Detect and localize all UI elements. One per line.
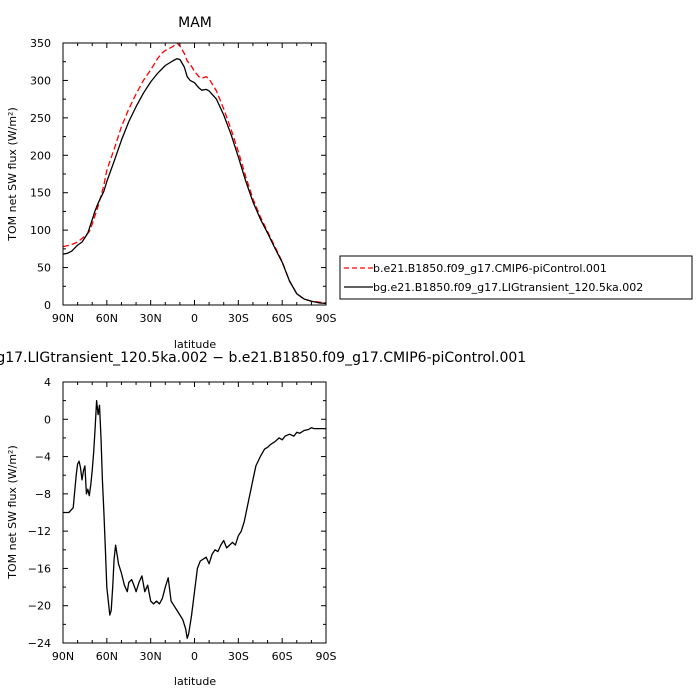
bottom-panel: bg.e21.B1850.f09_g17.LIGtransient_120.5k…: [0, 350, 526, 688]
top-panel-x-tick-label: 90N: [52, 312, 74, 325]
legend-label-picontrol: b.e21.B1850.f09_g17.CMIP6-piControl.001: [373, 262, 607, 275]
top-panel-x-tick-label: 90S: [316, 312, 337, 325]
top-panel-y-tick-label: 300: [30, 74, 51, 87]
top-panel-title: MAM: [178, 15, 212, 31]
top-panel-series: [62, 42, 327, 305]
bottom-panel-x-tick-label: 30N: [140, 650, 162, 663]
bottom-panel-y-axis-label: TOM net SW flux (W/m²): [6, 445, 19, 579]
bottom-panel-series-line-0: [63, 399, 326, 639]
bottom-panel-x-tick-label: 60S: [272, 650, 293, 663]
top-panel-y-tick-label: 250: [30, 112, 51, 125]
bottom-panel-x-tick-label: 0: [191, 650, 198, 663]
top-panel-y-tick-label: 50: [37, 262, 51, 275]
top-panel-y-tick-label: 200: [30, 149, 51, 162]
top-panel-y-tick-label: 350: [30, 37, 51, 50]
bottom-panel-title: bg.e21.B1850.f09_g17.LIGtransient_120.5k…: [0, 350, 526, 366]
top-panel-series-line-1: [62, 58, 327, 305]
bottom-panel-y-tick-label: 4: [44, 376, 51, 389]
legend-frame: [339, 255, 693, 300]
top-panel-x-tick-label: 30S: [228, 312, 249, 325]
top-panel-y-tick-label: 0: [44, 299, 51, 312]
bottom-panel-x-tick-label: 60N: [96, 650, 118, 663]
bottom-panel-x-tick-label: 90S: [316, 650, 337, 663]
bottom-panel-y-tick-label: −4: [35, 451, 51, 464]
bottom-panel-series: [63, 399, 326, 639]
bottom-panel-y-tick-label: −8: [35, 488, 51, 501]
top-panel-y-tick-label: 150: [30, 187, 51, 200]
top-panel: MAM 90N 60N 30N 0 30S 60S 90S 0 50 100 150 200 250 30…: [6, 15, 693, 351]
top-panel-x-tick-label: 60S: [272, 312, 293, 325]
bottom-panel-y-tick-label: −24: [28, 637, 51, 650]
top-panel-x-tick-label: 60N: [96, 312, 118, 325]
top-panel-y-tick-label: 100: [30, 224, 51, 237]
top-panel-x-tick-label: 30N: [140, 312, 162, 325]
bottom-panel-y-tick-label: −20: [28, 600, 51, 613]
legend: b.e21.B1850.f09_g17.CMIP6-piControl.001 …: [339, 255, 693, 300]
top-panel-ticks: 90N 60N 30N 0 30S 60S 90S 0 50 100 150 200 250 300 350: [30, 37, 337, 325]
legend-label-ligtransient: bg.e21.B1850.f09_g17.LIGtransient_120.5k…: [373, 281, 643, 294]
top-panel-y-axis-label: TOM net SW flux (W/m²): [6, 107, 19, 241]
bottom-panel-x-axis-label: latitude: [174, 675, 216, 688]
bottom-panel-x-tick-label: 90N: [52, 650, 74, 663]
top-panel-x-axis-label: latitude: [174, 338, 216, 351]
bottom-panel-x-tick-label: 30S: [228, 650, 249, 663]
bottom-panel-ticks: 90N 60N 30N 0 30S 60S 90S −24 −20 −16 −12 −8 −4 0 4: [28, 376, 337, 663]
top-panel-series-line-0: [62, 42, 327, 304]
bottom-panel-y-tick-label: −12: [28, 525, 51, 538]
bottom-panel-y-tick-label: 0: [44, 413, 51, 426]
bottom-panel-frame: [62, 381, 327, 644]
top-panel-x-tick-label: 0: [191, 312, 198, 325]
bottom-panel-y-tick-label: −16: [28, 562, 51, 575]
